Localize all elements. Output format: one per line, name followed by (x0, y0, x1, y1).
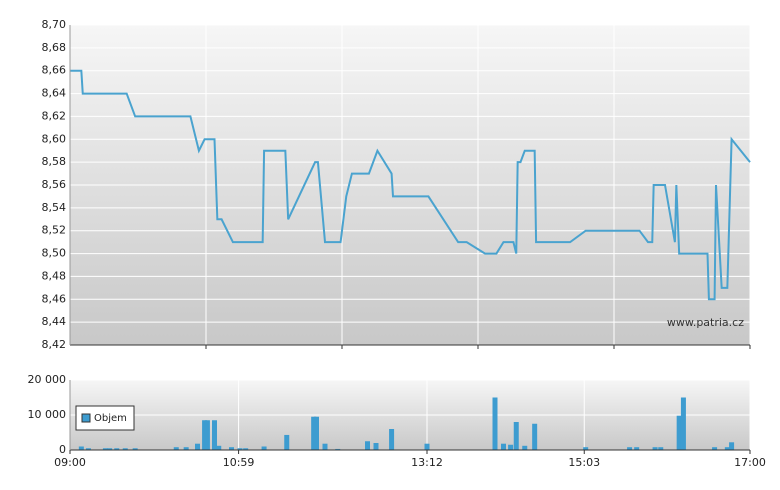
volume-bar (424, 443, 430, 450)
volume-bar (513, 422, 519, 450)
volume-bar (676, 415, 682, 450)
y-tick-label: 8,62 (42, 109, 67, 122)
volume-bar (501, 443, 506, 450)
volume-bar (712, 447, 718, 450)
y-tick-label: 8,52 (42, 224, 67, 237)
volume-bar (216, 445, 222, 450)
volume-bar (658, 447, 664, 450)
watermark: www.patria.cz (667, 316, 744, 329)
volume-bar (508, 444, 514, 450)
y-tick-label: 0 (59, 443, 66, 456)
y-tick-label: 8,46 (42, 292, 67, 305)
price-line (70, 69, 751, 301)
volume-bar (243, 448, 249, 450)
volume-bar (107, 448, 113, 450)
y-tick-label: 8,60 (42, 132, 67, 145)
volume-bar (322, 443, 328, 450)
volume-bar (492, 397, 498, 450)
volume-bar (311, 416, 317, 450)
y-tick-label: 20 000 (28, 373, 67, 386)
volume-bar (284, 434, 290, 450)
volume-bar (132, 448, 138, 450)
volume-bar (729, 442, 735, 450)
volume-bar (634, 447, 640, 450)
y-tick-label: 8,56 (42, 178, 67, 191)
volume-bar (122, 448, 128, 450)
x-tick-label: 10:59 (223, 456, 255, 469)
volume-bar (261, 446, 267, 450)
volume-bar (202, 420, 208, 450)
volume-bar (78, 446, 84, 450)
volume-bar (173, 447, 179, 450)
y-tick-label: 8,54 (42, 201, 67, 214)
volume-bar (314, 416, 319, 450)
y-tick-label: 8,64 (42, 87, 67, 100)
volume-bar (229, 447, 234, 450)
legend-swatch (81, 413, 91, 423)
y-tick-label: 8,70 (42, 18, 67, 31)
volume-bar (102, 448, 108, 450)
volume-bar (114, 448, 120, 450)
volume-bar (583, 447, 589, 450)
legend-label: Objem (94, 413, 127, 424)
y-tick-label: 8,50 (42, 247, 67, 260)
y-tick-label: 8,66 (42, 64, 67, 77)
x-tick-label: 13:12 (411, 456, 443, 469)
volume-bar (365, 441, 370, 450)
volume-bar (627, 447, 633, 450)
volume-bar (195, 443, 200, 450)
volume-bar (212, 420, 217, 450)
y-tick-label: 8,42 (42, 338, 67, 351)
volume-bar (652, 447, 658, 450)
volume-bar (522, 445, 528, 450)
volume-bar (204, 420, 210, 450)
volume-bar (237, 448, 243, 450)
volume-bar (532, 423, 538, 450)
volume-bar (183, 447, 189, 450)
x-tick-label: 17:00 (734, 456, 766, 469)
y-tick-label: 8,68 (42, 41, 67, 54)
y-tick-label: 8,44 (42, 315, 67, 328)
x-tick-label: 09:00 (54, 456, 86, 469)
y-tick-label: 8,58 (42, 155, 67, 168)
x-tick-label: 15:03 (568, 456, 600, 469)
volume-bar (680, 397, 686, 450)
volume-bar (335, 448, 341, 450)
volume-bar (373, 443, 379, 450)
volume-bar (724, 447, 730, 450)
volume-bar (389, 429, 395, 450)
y-tick-label: 8,48 (42, 269, 67, 282)
y-tick-label: 10 000 (28, 408, 67, 421)
volume-bar (85, 448, 91, 450)
